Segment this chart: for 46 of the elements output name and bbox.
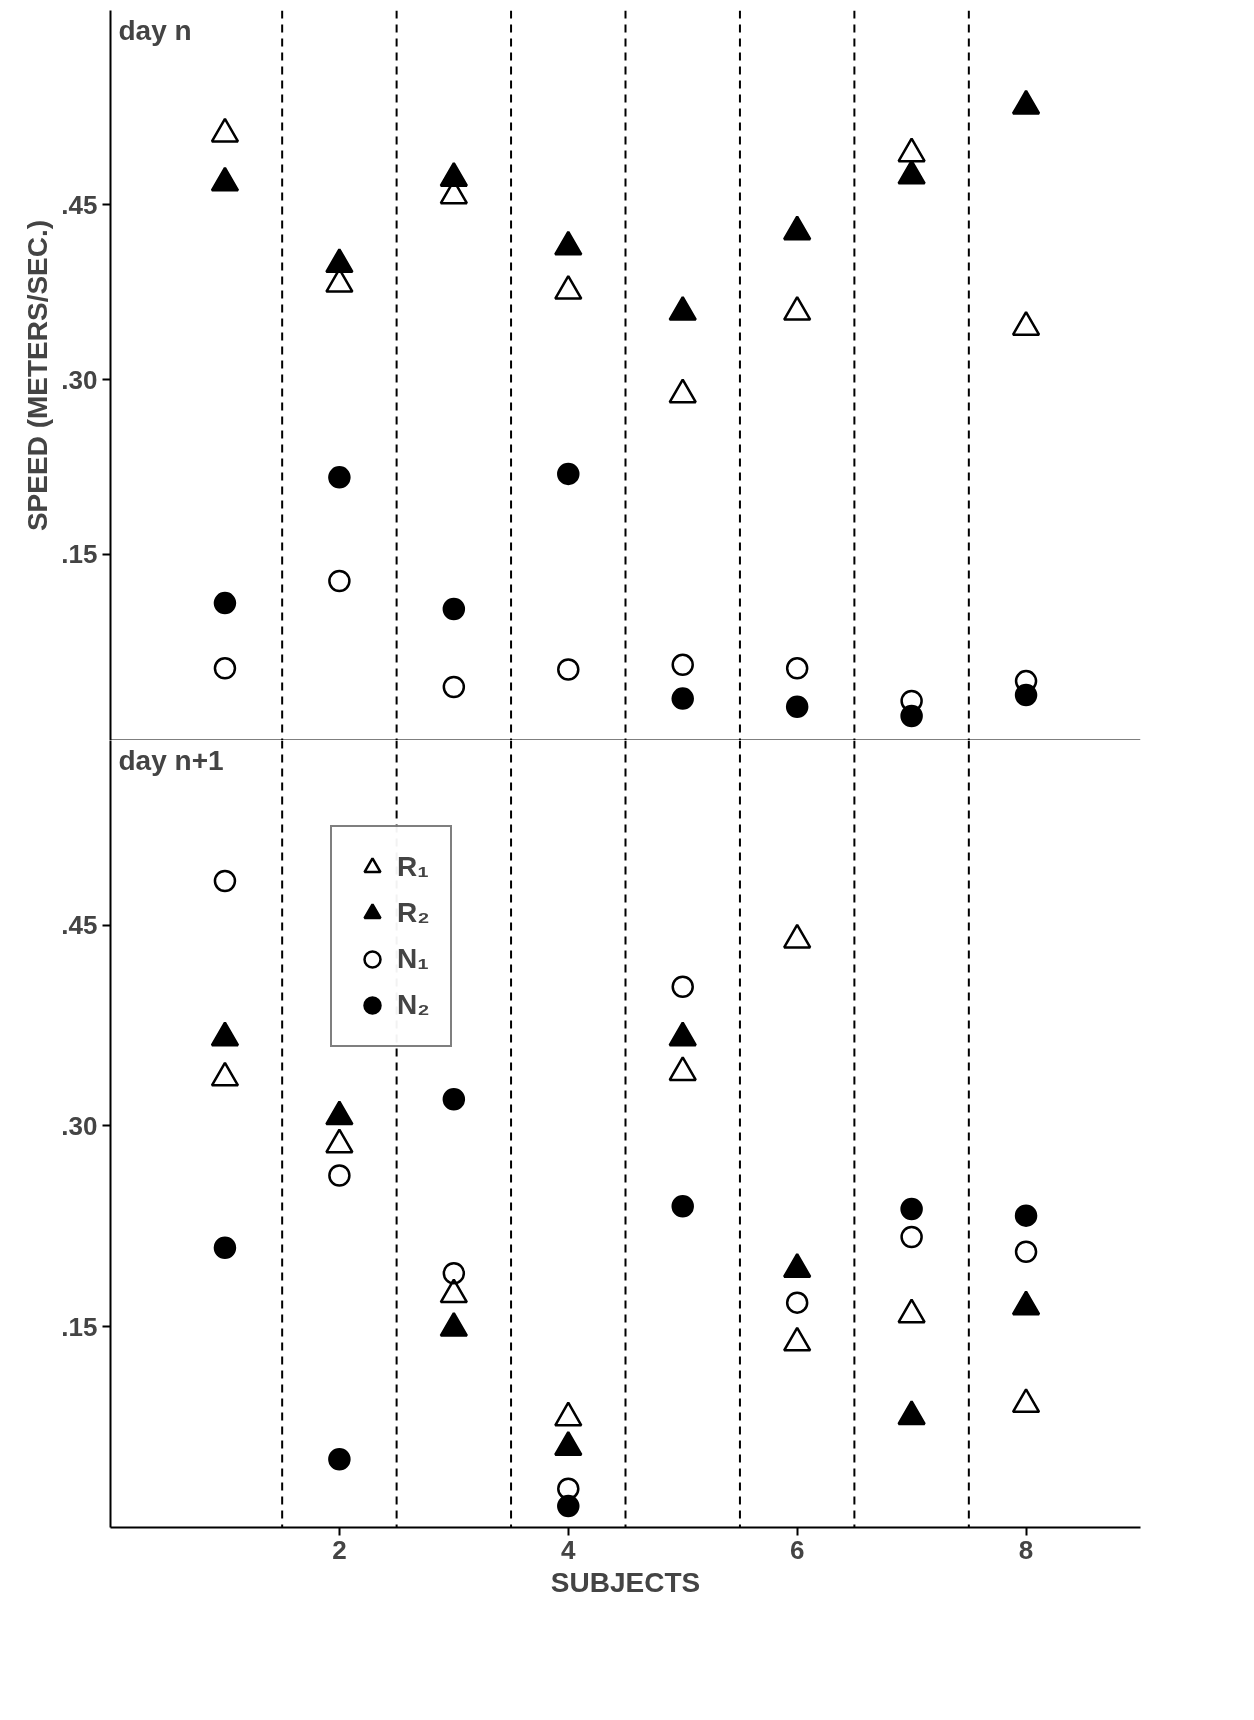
- point: [442, 597, 466, 621]
- y-tick-label: .45: [61, 189, 98, 220]
- point: [1011, 310, 1041, 336]
- point: [554, 230, 583, 256]
- point: [671, 687, 694, 710]
- point: [554, 274, 583, 300]
- y-tick-label: .30: [61, 1110, 98, 1141]
- point: [210, 166, 240, 192]
- point: [671, 653, 694, 677]
- point: [439, 161, 469, 187]
- y-tick-label: .15: [61, 1311, 98, 1342]
- point: [557, 462, 580, 486]
- point: [782, 215, 812, 241]
- point: [210, 117, 240, 143]
- point: [213, 591, 237, 615]
- point: [785, 657, 809, 680]
- point: [557, 658, 580, 681]
- point: [325, 248, 354, 274]
- legend-label: N₁: [397, 943, 429, 975]
- x-axis-title: SUBJECTS: [550, 1566, 701, 1598]
- legend-label: R₂: [397, 897, 430, 929]
- x-tick-label: 2: [332, 1534, 347, 1565]
- y-tick-label: .45: [61, 910, 98, 941]
- point: [782, 295, 812, 321]
- point: [900, 704, 923, 728]
- annotation: day n+1: [118, 744, 224, 776]
- y-tick-label: .30: [61, 364, 98, 395]
- x-tick-label: 8: [1018, 1534, 1034, 1565]
- point: [328, 466, 351, 489]
- point: [668, 295, 697, 321]
- point: [1011, 89, 1041, 115]
- point: [785, 695, 809, 718]
- point: [442, 675, 466, 699]
- x-tick-label: 6: [789, 1534, 805, 1565]
- x-tick-label: 4: [561, 1534, 577, 1565]
- point: [897, 137, 926, 163]
- point: [1014, 683, 1038, 707]
- point: [213, 657, 237, 680]
- legend-label: R₁: [397, 851, 429, 883]
- y-tick-label: .15: [61, 539, 98, 570]
- point: [668, 378, 697, 404]
- y-axis-title: SPEED (METERS/SEC.): [22, 219, 54, 532]
- point: [328, 569, 351, 593]
- legend-label: N₂: [397, 989, 430, 1021]
- annotation: day n: [118, 14, 192, 46]
- point: [897, 159, 926, 185]
